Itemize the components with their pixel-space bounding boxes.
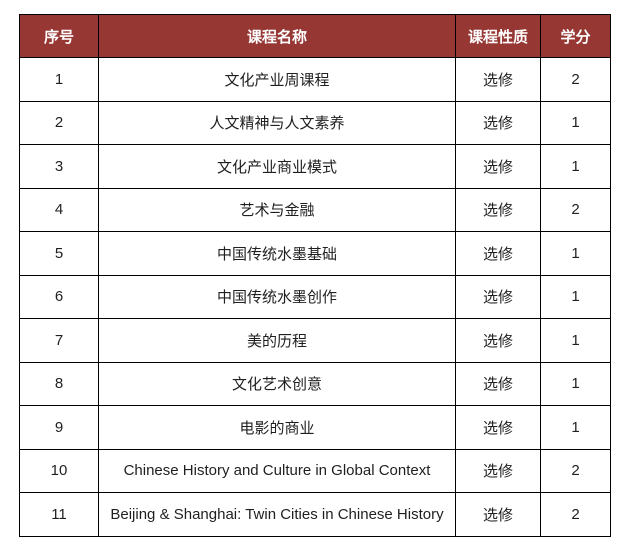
course-name-cell: 艺术与金融 (98, 187, 456, 232)
course-type-cell: 选修 (455, 448, 541, 493)
seq-cell: 1 (19, 57, 99, 102)
credits-cell: 1 (540, 274, 611, 319)
credits-cell: 1 (540, 100, 611, 145)
course-type-cell: 选修 (455, 57, 541, 102)
credits-cell: 2 (540, 187, 611, 232)
course-table: 序号 课程名称 课程性质 学分 1 文化产业周课程 选修 2 2 人文精神与人文… (19, 14, 611, 537)
credits-cell: 2 (540, 448, 611, 493)
seq-cell: 8 (19, 361, 99, 406)
course-name-cell: 美的历程 (98, 318, 456, 363)
credits-cell: 1 (540, 231, 611, 276)
credits-cell: 1 (540, 361, 611, 406)
course-type-cell: 选修 (455, 100, 541, 145)
seq-cell: 9 (19, 405, 99, 450)
header-cell-name: 课程名称 (98, 14, 456, 58)
course-name-cell: 文化艺术创意 (98, 361, 456, 406)
course-type-cell: 选修 (455, 405, 541, 450)
table-row: 11 Beijing & Shanghai: Twin Cities in Ch… (19, 492, 611, 537)
course-type-cell: 选修 (455, 231, 541, 276)
credits-cell: 1 (540, 144, 611, 189)
course-type-cell: 选修 (455, 144, 541, 189)
course-name-cell: 文化产业周课程 (98, 57, 456, 102)
seq-cell: 10 (19, 448, 99, 493)
credits-cell: 2 (540, 492, 611, 537)
table-row: 2 人文精神与人文素养 选修 1 (19, 100, 611, 145)
table-row: 7 美的历程 选修 1 (19, 318, 611, 363)
credits-cell: 1 (540, 405, 611, 450)
table-row: 8 文化艺术创意 选修 1 (19, 361, 611, 406)
course-type-cell: 选修 (455, 361, 541, 406)
course-name-cell: 人文精神与人文素养 (98, 100, 456, 145)
header-cell-credits: 学分 (540, 14, 611, 58)
table-row: 1 文化产业周课程 选修 2 (19, 57, 611, 102)
table-row: 5 中国传统水墨基础 选修 1 (19, 231, 611, 276)
table-row: 4 艺术与金融 选修 2 (19, 187, 611, 232)
course-type-cell: 选修 (455, 492, 541, 537)
course-table-header: 序号 课程名称 课程性质 学分 (19, 14, 611, 58)
header-row: 序号 课程名称 课程性质 学分 (19, 14, 611, 58)
course-type-cell: 选修 (455, 274, 541, 319)
seq-cell: 3 (19, 144, 99, 189)
seq-cell: 2 (19, 100, 99, 145)
credits-cell: 1 (540, 318, 611, 363)
course-type-cell: 选修 (455, 318, 541, 363)
course-name-cell: 中国传统水墨基础 (98, 231, 456, 276)
table-row: 3 文化产业商业模式 选修 1 (19, 144, 611, 189)
header-cell-seq: 序号 (19, 14, 99, 58)
course-type-cell: 选修 (455, 187, 541, 232)
table-row: 6 中国传统水墨创作 选修 1 (19, 274, 611, 319)
seq-cell: 11 (19, 492, 99, 537)
seq-cell: 7 (19, 318, 99, 363)
table-row: 9 电影的商业 选修 1 (19, 405, 611, 450)
course-name-cell: 中国传统水墨创作 (98, 274, 456, 319)
table-row: 10 Chinese History and Culture in Global… (19, 448, 611, 493)
course-name-cell: 文化产业商业模式 (98, 144, 456, 189)
course-name-cell: 电影的商业 (98, 405, 456, 450)
course-table-body: 1 文化产业周课程 选修 2 2 人文精神与人文素养 选修 1 3 文化产业商业… (19, 57, 611, 537)
seq-cell: 5 (19, 231, 99, 276)
seq-cell: 4 (19, 187, 99, 232)
seq-cell: 6 (19, 274, 99, 319)
credits-cell: 2 (540, 57, 611, 102)
header-cell-type: 课程性质 (455, 14, 541, 58)
course-name-cell: Chinese History and Culture in Global Co… (98, 448, 456, 493)
course-name-cell: Beijing & Shanghai: Twin Cities in Chine… (98, 492, 456, 537)
